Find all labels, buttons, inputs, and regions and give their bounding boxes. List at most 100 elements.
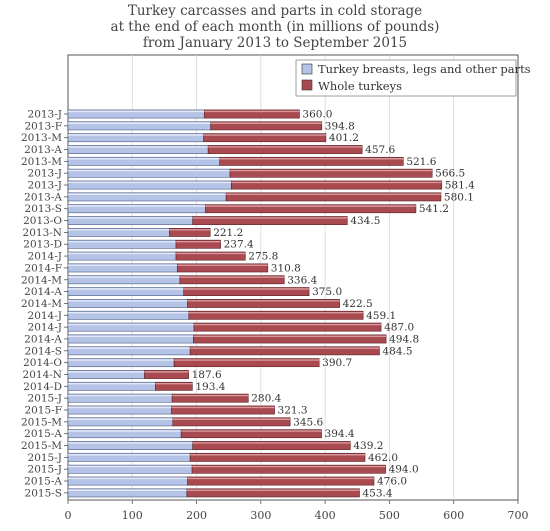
bar-whole xyxy=(205,204,417,214)
category-label: 2014-D xyxy=(23,381,62,393)
bar-whole xyxy=(179,275,285,285)
value-label: 336.4 xyxy=(287,274,317,286)
category-label: 2013-M xyxy=(21,132,62,144)
bar-whole xyxy=(207,145,363,154)
x-tick-label: 0 xyxy=(65,509,72,522)
value-label: 521.6 xyxy=(406,156,436,168)
x-tick-label: 600 xyxy=(443,509,464,522)
category-label: 2013-D xyxy=(23,239,62,251)
value-label: 360.0 xyxy=(302,109,332,121)
value-label: 580.1 xyxy=(444,191,474,203)
category-label: 2014-F xyxy=(24,262,62,274)
value-label: 459.1 xyxy=(366,310,396,322)
category-label: 2013-M xyxy=(21,156,62,168)
bar-whole xyxy=(225,192,442,202)
bar-whole xyxy=(219,156,404,166)
category-label: 2013-N xyxy=(23,227,62,239)
legend-label-whole: Whole turkeys xyxy=(318,79,402,93)
value-label: 275.8 xyxy=(248,251,278,263)
bar-whole xyxy=(230,180,443,190)
category-label: 2013-J xyxy=(28,109,62,121)
legend: Turkey breasts, legs and other parts Who… xyxy=(295,59,531,97)
value-label: 581.4 xyxy=(445,180,475,192)
bar-whole xyxy=(180,429,322,439)
value-label: 484.5 xyxy=(382,345,412,357)
value-label: 462.0 xyxy=(368,452,398,464)
bar-whole xyxy=(203,133,327,143)
value-label: 375.0 xyxy=(312,286,342,298)
category-label: 2014-M xyxy=(21,298,62,310)
bar-whole xyxy=(188,310,364,320)
value-label: 394.4 xyxy=(325,428,355,440)
value-label: 394.8 xyxy=(325,120,355,132)
category-label: 2014-J xyxy=(28,251,62,263)
bar-whole xyxy=(171,405,275,415)
bar-whole xyxy=(203,109,300,119)
category-label: 2013-F xyxy=(24,120,62,132)
value-label: 457.6 xyxy=(365,144,395,156)
bar-whole xyxy=(186,488,360,498)
category-label: 2015-F xyxy=(24,405,62,417)
category-label: 2015-A xyxy=(24,476,62,488)
category-label: 2015-M xyxy=(21,416,62,428)
bars-layer xyxy=(67,109,443,498)
value-label: 487.0 xyxy=(384,322,414,334)
category-label: 2015-J xyxy=(28,464,62,476)
bar-whole xyxy=(191,464,386,474)
x-tick-label: 400 xyxy=(315,509,336,522)
value-label: 422.5 xyxy=(343,298,373,310)
bar-whole xyxy=(183,287,310,296)
bar-whole xyxy=(175,239,221,249)
bar-whole xyxy=(171,393,249,403)
category-label: 2013-A xyxy=(24,191,62,203)
category-label: 2013-J xyxy=(28,180,62,192)
value-label: 237.4 xyxy=(224,239,254,251)
chart-title-line-2: at the end of each month (in millions of… xyxy=(110,19,440,35)
bar-whole xyxy=(189,452,366,462)
category-label: 2014-A xyxy=(24,286,62,298)
category-label: 2013-J xyxy=(28,168,62,180)
bar-whole xyxy=(169,228,211,237)
bar-whole xyxy=(173,358,320,368)
bar-whole xyxy=(193,334,387,344)
value-label: 280.4 xyxy=(251,393,281,405)
value-label: 476.0 xyxy=(377,476,407,488)
legend-swatch-whole xyxy=(301,79,313,91)
legend-label-parts: Turkey breasts, legs and other parts xyxy=(318,62,531,76)
category-label: 2014-J xyxy=(28,322,62,334)
category-label: 2014-M xyxy=(21,274,62,286)
legend-swatch-parts xyxy=(301,63,313,75)
category-label: 2015-S xyxy=(25,487,62,499)
category-label: 2014-A xyxy=(24,333,62,345)
x-tick-label: 100 xyxy=(122,509,143,522)
value-label: 434.5 xyxy=(350,215,380,227)
chart-title-line-1: Turkey carcasses and parts in cold stora… xyxy=(127,3,423,19)
category-label: 2015-J xyxy=(28,393,62,405)
value-label: 494.8 xyxy=(389,333,419,345)
chart-title-line-3: from January 2013 to September 2015 xyxy=(142,35,408,51)
bar-whole xyxy=(210,121,323,131)
bar-whole xyxy=(187,476,375,486)
value-label: 193.4 xyxy=(195,381,225,393)
category-label: 2014-S xyxy=(25,345,62,357)
legend-box xyxy=(295,59,517,97)
bar-whole xyxy=(144,370,189,379)
bar-whole xyxy=(187,299,340,308)
x-axis: 0 100 200 300 400 500 600 700 xyxy=(64,113,529,522)
x-tick-label: 300 xyxy=(250,509,271,522)
bar-whole xyxy=(193,322,382,332)
labels-layer: 2013-J 360.0 2013-F 394.8 2013-M 401.2 2013-A 4… xyxy=(21,109,475,500)
bar-whole xyxy=(229,168,433,178)
category-label: 2013-O xyxy=(23,215,62,227)
x-tick-label: 200 xyxy=(186,509,207,522)
bar-whole xyxy=(189,346,380,356)
value-label: 310.8 xyxy=(271,262,301,274)
x-tick-label: 700 xyxy=(508,509,529,522)
category-label: 2015-M xyxy=(21,440,62,452)
value-label: 401.2 xyxy=(329,132,359,144)
value-label: 453.4 xyxy=(362,487,392,499)
value-label: 345.6 xyxy=(293,416,323,428)
category-label: 2015-A xyxy=(24,428,62,440)
bar-whole xyxy=(192,441,351,450)
